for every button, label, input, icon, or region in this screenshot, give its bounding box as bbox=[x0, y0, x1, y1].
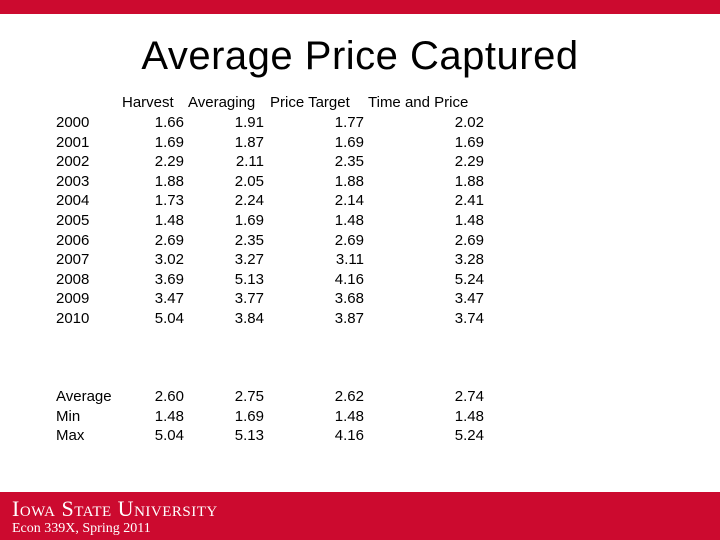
price-cell: 1.48 bbox=[334, 407, 364, 425]
price-cell: 1.69 bbox=[154, 133, 184, 151]
slide-title: Average Price Captured bbox=[141, 34, 579, 78]
year-label: 2001 bbox=[56, 133, 90, 151]
price-cell: 3.02 bbox=[154, 251, 184, 269]
price-cell: 5.04 bbox=[154, 427, 184, 445]
price-cell: 1.88 bbox=[334, 172, 364, 190]
price-cell: 1.69 bbox=[334, 133, 364, 151]
price-cell: 3.28 bbox=[454, 251, 484, 269]
year-label: 2004 bbox=[56, 192, 90, 210]
price-cell: 3.68 bbox=[334, 290, 364, 308]
price-cell: 1.48 bbox=[334, 212, 364, 229]
price-cell: 3.47 bbox=[454, 290, 484, 308]
price-cell: 2.60 bbox=[154, 388, 184, 405]
year-label: 2008 bbox=[56, 270, 90, 288]
price-cell: 3.77 bbox=[234, 290, 264, 308]
price-cell: 1.88 bbox=[154, 172, 184, 190]
price-cell: 4.16 bbox=[334, 270, 364, 288]
price-cell: 1.69 bbox=[234, 212, 264, 229]
column-header-harvest: Harvest bbox=[122, 94, 174, 111]
price-cell: 3.47 bbox=[154, 290, 184, 308]
summary-label: Average bbox=[56, 388, 112, 405]
price-cell: 5.24 bbox=[454, 427, 484, 445]
price-cell: 1.69 bbox=[234, 407, 264, 425]
year-label: 2000 bbox=[56, 114, 90, 131]
price-cell: 5.24 bbox=[454, 270, 484, 288]
year-label: 2009 bbox=[56, 290, 90, 308]
price-cell: 2.24 bbox=[234, 192, 264, 210]
price-cell: 1.69 bbox=[454, 133, 484, 151]
year-label: 2005 bbox=[56, 212, 90, 229]
footer-bar: Iowa State University Econ 339X, Spring … bbox=[0, 492, 720, 540]
price-cell: 2.02 bbox=[454, 114, 484, 131]
price-cell: 2.69 bbox=[154, 231, 184, 249]
course-label: Econ 339X, Spring 2011 bbox=[12, 521, 151, 536]
price-cell: 2.69 bbox=[334, 231, 364, 249]
price-cell: 2.69 bbox=[454, 231, 484, 249]
price-cell: 1.48 bbox=[154, 212, 184, 229]
column-header-averaging: Averaging bbox=[188, 94, 256, 111]
price-cell: 1.91 bbox=[234, 114, 264, 131]
price-cell: 2.14 bbox=[334, 192, 364, 210]
top-accent-bar bbox=[0, 0, 720, 14]
price-cell: 2.11 bbox=[235, 153, 264, 171]
price-cell: 5.04 bbox=[154, 310, 184, 327]
price-cell: 3.69 bbox=[154, 270, 184, 288]
price-cell: 1.48 bbox=[454, 407, 484, 425]
price-cell: 2.29 bbox=[454, 153, 484, 171]
price-cell: 2.35 bbox=[334, 153, 364, 171]
price-cell: 2.41 bbox=[454, 192, 484, 210]
price-cell: 2.35 bbox=[234, 231, 264, 249]
price-cell: 5.13 bbox=[234, 270, 264, 288]
price-cell: 2.62 bbox=[334, 388, 364, 405]
price-cell: 1.77 bbox=[334, 114, 364, 131]
price-cell: 4.16 bbox=[334, 427, 364, 445]
price-cell: 3.84 bbox=[234, 310, 264, 327]
price-cell: 5.13 bbox=[234, 427, 264, 445]
price-cell: 1.48 bbox=[454, 212, 484, 229]
summary-label: Min bbox=[56, 407, 81, 425]
price-cell: 2.75 bbox=[234, 388, 264, 405]
year-label: 2010 bbox=[56, 310, 90, 327]
price-cell: 1.48 bbox=[154, 407, 184, 425]
price-cell: 3.87 bbox=[334, 310, 364, 327]
price-cell: 3.11 bbox=[335, 251, 364, 269]
column-header-time-and-price: Time and Price bbox=[368, 94, 469, 111]
price-cell: 2.74 bbox=[454, 388, 484, 405]
university-wordmark: Iowa State University bbox=[12, 496, 218, 521]
summary-label: Max bbox=[56, 427, 85, 445]
price-cell: 2.29 bbox=[154, 153, 184, 171]
year-label: 2002 bbox=[56, 153, 90, 171]
year-label: 2003 bbox=[56, 172, 90, 190]
price-table: Harvest Averaging Price Target Time and … bbox=[0, 92, 720, 452]
price-cell: 1.88 bbox=[454, 172, 484, 190]
price-cell: 1.66 bbox=[154, 114, 184, 131]
year-label: 2007 bbox=[56, 251, 90, 269]
column-header-price-target: Price Target bbox=[270, 94, 350, 111]
price-cell: 1.87 bbox=[234, 133, 264, 151]
price-cell: 3.74 bbox=[454, 310, 484, 327]
price-cell: 3.27 bbox=[234, 251, 264, 269]
year-label: 2006 bbox=[56, 231, 90, 249]
price-cell: 2.05 bbox=[234, 172, 264, 190]
price-cell: 1.73 bbox=[154, 192, 184, 210]
